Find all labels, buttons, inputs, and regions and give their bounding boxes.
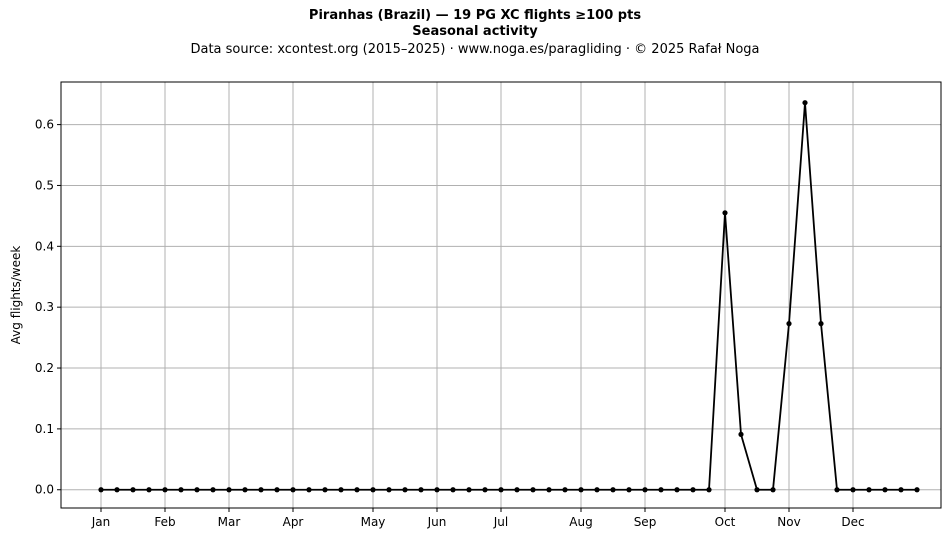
y-tick-label: 0.1 xyxy=(35,422,54,436)
data-point xyxy=(706,487,712,493)
data-point xyxy=(738,431,744,437)
data-point xyxy=(482,487,488,493)
data-point xyxy=(626,487,632,493)
data-point xyxy=(386,487,392,493)
data-point xyxy=(530,487,536,493)
data-point xyxy=(130,487,136,493)
data-point xyxy=(98,487,104,493)
x-tick-label: Dec xyxy=(841,515,864,529)
x-tick-label: Feb xyxy=(154,515,175,529)
x-tick-label: Aug xyxy=(569,515,592,529)
data-point xyxy=(786,321,792,327)
data-point xyxy=(610,487,616,493)
x-tick-label: Jun xyxy=(427,515,447,529)
series-line xyxy=(101,101,917,491)
data-point xyxy=(754,487,760,493)
data-point xyxy=(226,487,232,493)
x-tick-label: Mar xyxy=(218,515,241,529)
y-tick-label: 0.3 xyxy=(35,300,54,314)
data-point xyxy=(306,487,312,493)
data-point xyxy=(594,487,600,493)
data-point xyxy=(418,487,424,493)
data-point xyxy=(818,321,824,327)
data-point xyxy=(274,487,280,493)
data-point xyxy=(322,487,328,493)
data-point xyxy=(242,487,248,493)
x-tick-label: May xyxy=(361,515,386,529)
chart-source-line: Data source: xcontest.org (2015–2025) · … xyxy=(190,42,760,57)
data-point xyxy=(210,487,216,493)
data-point xyxy=(514,487,520,493)
x-tick-label: Jan xyxy=(91,515,111,529)
data-point xyxy=(338,487,344,493)
data-point xyxy=(162,487,168,493)
x-tick-label: Sep xyxy=(634,515,657,529)
data-point xyxy=(258,487,264,493)
data-point xyxy=(770,487,776,493)
y-tick-label: 0.6 xyxy=(35,118,54,132)
data-point xyxy=(898,487,904,493)
y-tick-label: 0.4 xyxy=(35,239,54,253)
data-point xyxy=(498,487,504,493)
data-point xyxy=(914,487,920,493)
data-point xyxy=(850,487,856,493)
data-point xyxy=(690,487,696,493)
data-point xyxy=(882,487,888,493)
y-axis-label: Avg flights/week xyxy=(9,246,23,345)
data-point xyxy=(450,487,456,493)
x-tick-label: Jul xyxy=(493,515,508,529)
data-point xyxy=(146,487,152,493)
data-point xyxy=(658,487,664,493)
data-point xyxy=(354,487,360,493)
data-point xyxy=(466,487,472,493)
data-point xyxy=(578,487,584,493)
data-point xyxy=(642,487,648,493)
chart-title: Piranhas (Brazil) — 19 PG XC flights ≥10… xyxy=(308,8,642,23)
data-point xyxy=(722,210,728,216)
data-point xyxy=(290,487,296,493)
series-layer xyxy=(98,100,920,493)
x-tick-label: Oct xyxy=(715,515,736,529)
x-tick-label: Nov xyxy=(777,515,800,529)
y-tick-label: 0.5 xyxy=(35,178,54,192)
y-axis: 0.0 0.1 0.2 0.3 0.4 0.5 0.6 xyxy=(35,118,61,497)
data-point xyxy=(674,487,680,493)
x-axis: Jan Feb Mar Apr May Jun Jul Aug Sep Oct Nov Dec xyxy=(91,508,865,529)
data-point xyxy=(178,487,184,493)
chart-title-block: Piranhas (Brazil) — 19 PG XC flights ≥10… xyxy=(0,8,950,60)
data-point xyxy=(402,487,408,493)
data-point xyxy=(434,487,440,493)
data-point xyxy=(802,100,808,106)
y-tick-label: 0.0 xyxy=(35,483,54,497)
data-point xyxy=(866,487,872,493)
data-point xyxy=(546,487,552,493)
data-point xyxy=(562,487,568,493)
data-point xyxy=(834,487,840,493)
data-point xyxy=(194,487,200,493)
data-point xyxy=(370,487,376,493)
x-tick-label: Apr xyxy=(283,515,304,529)
data-point xyxy=(114,487,120,493)
y-tick-label: 0.2 xyxy=(35,361,54,375)
chart-subtitle: Seasonal activity xyxy=(412,24,538,39)
